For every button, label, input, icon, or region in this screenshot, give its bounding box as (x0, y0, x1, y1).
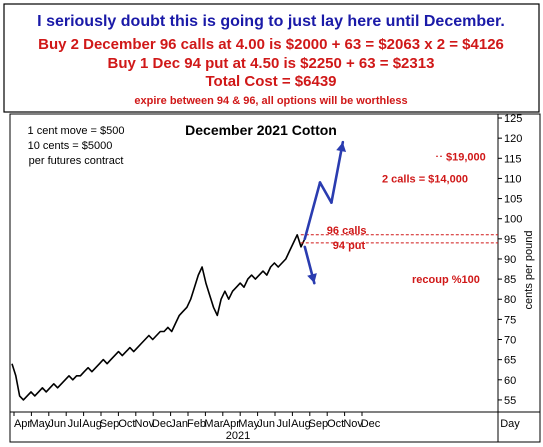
y-tick-label: 70 (504, 335, 516, 347)
annotation-label: 2 calls = $14,000 (382, 173, 468, 185)
header-line-3: Buy 1 Dec 94 put at 4.50 is $2250 + 63 =… (108, 55, 435, 72)
y-tick-label: 100 (504, 214, 522, 226)
x-tick-label: Sep (100, 418, 120, 430)
x-tick-label: Jun (257, 418, 275, 430)
y-axis-label: cents per pound (523, 231, 535, 310)
annotation-label: recoup %100 (412, 274, 480, 286)
x-tick-label: Mar (204, 418, 223, 430)
x-tick-label: Nov (135, 418, 155, 430)
y-tick-label: 105 (504, 194, 522, 206)
arrow-segment (330, 140, 345, 204)
price-line (11, 234, 306, 401)
y-tick-label: 55 (504, 395, 516, 407)
header-line-5: expire between 94 & 96, all options will… (134, 95, 407, 107)
x-tick-label: Feb (187, 418, 206, 430)
header-line-2: Buy 2 December 96 calls at 4.00 is $2000… (38, 36, 504, 53)
note-line-3: per futures contract (29, 155, 124, 167)
note-line-2: 10 cents = $5000 (28, 140, 113, 152)
y-tick-label: 95 (504, 234, 516, 246)
x-tick-label: Jul (68, 418, 82, 430)
x-tick-label: Apr (14, 418, 31, 430)
y-tick-label: 110 (504, 173, 522, 185)
plot-area (9, 113, 499, 413)
x-tick-label: Oct (327, 418, 344, 430)
x-tick-label: Oct (118, 418, 135, 430)
header-box (3, 3, 540, 113)
chart-title: December 2021 Cotton (185, 122, 337, 138)
day-label: Day (500, 418, 520, 430)
x-tick-label: Apr (223, 418, 240, 430)
y-tick-label: 115 (504, 153, 522, 165)
y-tick-label: 125 (504, 113, 522, 125)
y-tick-label: 85 (504, 274, 516, 286)
x-tick-label: Aug (82, 418, 102, 430)
header-line-1: I seriously doubt this is going to just … (37, 13, 505, 30)
y-tick-label: 80 (504, 294, 516, 306)
y-tick-label: 90 (504, 254, 516, 266)
right-axis-frame (497, 113, 541, 413)
level-label: 94 put (333, 240, 366, 252)
arrow-head (307, 273, 317, 284)
note-line-1: 1 cent move = $500 (28, 125, 125, 137)
x-tick-label: Jan (170, 418, 188, 430)
header-line-4: Total Cost = $6439 (205, 73, 336, 90)
level-label: 96 calls (327, 225, 367, 237)
year-label: 2021 (226, 430, 250, 442)
x-tick-label: Dec (361, 418, 381, 430)
y-tick-label: 75 (504, 314, 516, 326)
x-tick-label: Jul (276, 418, 290, 430)
x-tick-label: May (30, 418, 51, 430)
x-tick-label: Sep (309, 418, 329, 430)
y-tick-label: 65 (504, 355, 516, 367)
x-tick-label: Jun (48, 418, 66, 430)
y-tick-label: 60 (504, 375, 516, 387)
arrow-head (336, 142, 347, 152)
arrow-segment (318, 181, 333, 204)
day-label-box (497, 411, 541, 443)
annotation-label: $19,000 (446, 151, 486, 163)
x-tick-label: Aug (291, 418, 311, 430)
x-tick-label: May (238, 418, 259, 430)
arrow-segment (303, 181, 322, 241)
x-tick-label: Nov (343, 418, 363, 430)
y-tick-label: 120 (504, 133, 522, 145)
x-tick-label: Dec (152, 418, 172, 430)
